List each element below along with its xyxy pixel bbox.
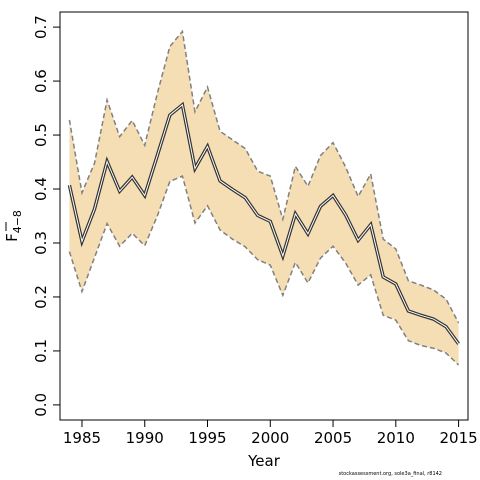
y-axis-title-subscript: 4−8: [11, 210, 24, 233]
confidence-band-layer: [69, 31, 459, 365]
x-tick-label: 1990: [126, 429, 164, 447]
upper-bound-line: [68, 29, 460, 324]
y-tick-label: 0.2: [32, 285, 50, 309]
estimate-line-inner: [68, 103, 459, 345]
y-tick-label: 0.6: [32, 69, 50, 93]
y-tick-label: 0.1: [32, 339, 50, 363]
lower-bound-line: [68, 175, 460, 366]
x-tick-label: 1985: [63, 429, 101, 447]
plot-frame: [59, 11, 469, 421]
y-axis: 0.0 0.1 0.2 0.3 0.4 0.5 0.6 0.7: [32, 15, 60, 417]
x-axis-title: Year: [247, 452, 281, 470]
y-axis-title-main: F: [3, 233, 21, 242]
x-tick-label: 2005: [314, 429, 352, 447]
x-tick-label: 2000: [251, 429, 289, 447]
x-tick-label: 2010: [377, 429, 415, 447]
y-axis-title: F4−8: [3, 210, 24, 242]
confidence-band: [69, 31, 459, 365]
y-tick-label: 0.5: [32, 123, 50, 147]
svg-text:F4−8: F4−8: [3, 210, 24, 242]
y-tick-label: 0.0: [32, 393, 50, 417]
x-axis: 1985 1990 1995 2000 2005 2010 2015: [63, 420, 478, 447]
y-tick-label: 0.7: [32, 15, 50, 39]
x-tick-label: 1995: [188, 429, 226, 447]
y-tick-label: 0.4: [32, 177, 50, 201]
y-tick-label: 0.3: [32, 231, 50, 255]
series-lines-layer: [67, 29, 460, 366]
x-tick-label: 2015: [439, 429, 477, 447]
footnote: stockassessment.org, sole3a_final, r8142: [338, 471, 442, 477]
